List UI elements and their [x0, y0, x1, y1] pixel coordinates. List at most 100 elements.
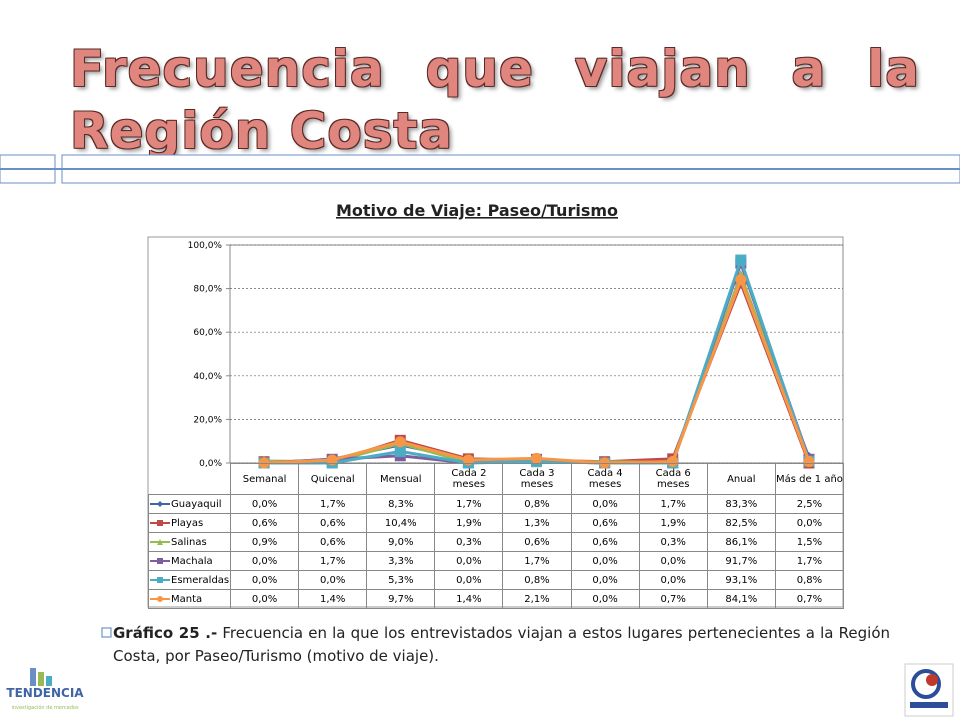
x-tick-label: Cada 2 meses: [434, 463, 504, 495]
value-label: 0,6%: [502, 532, 572, 552]
marker: [735, 254, 747, 266]
legend-key: [150, 500, 170, 507]
value-label: 2,1%: [502, 589, 572, 609]
value-label: 91,7%: [706, 551, 776, 571]
value-label: 0,3%: [638, 532, 708, 552]
logo-left: TENDENCIA investigación de mercados: [6, 668, 84, 711]
logo-right: [904, 663, 954, 717]
value-label: 1,7%: [502, 551, 572, 571]
value-label: 1,4%: [434, 589, 504, 609]
value-label: 0,3%: [434, 532, 504, 552]
y-tick-label: 20,0%: [193, 415, 222, 425]
value-label: 1,9%: [434, 513, 504, 533]
value-label: 1,9%: [638, 513, 708, 533]
legend-cell: Machala: [148, 551, 231, 571]
marker: [157, 538, 163, 545]
series-row: Machala 0,0% 1,7% 3,3% 0,0% 1,7% 0,0% 0,0% 91,7%…: [148, 551, 844, 571]
value-label: 0,0%: [434, 570, 504, 590]
chart-title: Motivo de Viaje: Paseo/Turismo: [336, 201, 618, 220]
value-label: 0,0%: [434, 551, 504, 571]
x-tick-label: Quicenal: [298, 463, 368, 495]
value-label: 0,0%: [774, 513, 844, 533]
value-label: 0,8%: [774, 570, 844, 590]
value-label: 1,3%: [502, 513, 572, 533]
value-label: 0,7%: [774, 589, 844, 609]
value-label: 0,6%: [570, 513, 640, 533]
legend-cell: Guayaquil: [148, 494, 231, 514]
value-label: 1,7%: [774, 551, 844, 571]
series-row: Esmeraldas 0,0% 0,0% 5,3% 0,0% 0,8% 0,0% 0,0% 93…: [148, 570, 844, 590]
value-label: 0,8%: [502, 494, 572, 514]
value-label: 0,0%: [638, 551, 708, 571]
value-label: 1,5%: [774, 532, 844, 552]
legend-label: Machala: [171, 555, 213, 567]
series-line: [263, 258, 811, 465]
value-label: 82,5%: [706, 513, 776, 533]
value-label: 1,7%: [298, 494, 368, 514]
value-label: 0,9%: [229, 532, 300, 552]
value-label: 0,0%: [570, 494, 640, 514]
legend-cell: Salinas: [148, 532, 231, 552]
marker: [157, 557, 163, 564]
logo-tagline: investigación de mercados: [11, 704, 79, 711]
value-label: 0,0%: [570, 551, 640, 571]
value-label: 0,0%: [638, 570, 708, 590]
value-label: 10,4%: [366, 513, 436, 533]
legend-key: [150, 557, 170, 564]
x-tick-label: Más de 1 año: [774, 463, 844, 495]
x-tick-label: Cada 3 meses: [502, 463, 572, 495]
y-tick-label: 80,0%: [193, 285, 222, 295]
value-label: 0,0%: [570, 570, 640, 590]
legend-key: [150, 576, 170, 583]
bullet: [101, 627, 112, 638]
value-label: 1,7%: [434, 494, 504, 514]
value-label: 1,4%: [298, 589, 368, 609]
value-label: 0,6%: [298, 532, 368, 552]
marker: [157, 595, 163, 602]
value-label: 0,0%: [570, 589, 640, 609]
header-row: Semanal Quicenal Mensual Cada 2 meses Cada 3…: [149, 463, 844, 495]
value-label: 83,3%: [706, 494, 776, 514]
value-label: 0,0%: [229, 589, 300, 609]
series-row: Guayaquil 0,0% 1,7% 8,3% 1,7% 0,8% 0,0% 1,7% 83,…: [148, 494, 844, 514]
x-tick-label: Cada 4 meses: [570, 463, 640, 495]
x-tick-label: Mensual: [366, 463, 436, 495]
value-label: 0,6%: [229, 513, 300, 533]
value-label: 1,7%: [638, 494, 708, 514]
value-label: 5,3%: [366, 570, 436, 590]
value-label: 86,1%: [706, 532, 776, 552]
caption: Gráfico 25 .- Frecuencia en la que los e…: [113, 622, 890, 668]
marker: [394, 445, 406, 457]
value-label: 1,7%: [298, 551, 368, 571]
marker: [394, 436, 406, 448]
value-label: 84,1%: [706, 589, 776, 609]
legend-label: Guayaquil: [171, 498, 222, 510]
legend-label: Salinas: [171, 536, 207, 548]
value-label: 0,7%: [638, 589, 708, 609]
data-table: Semanal Quicenal Mensual Cada 2 meses Cada 3…: [148, 463, 844, 609]
marker: [531, 452, 542, 464]
value-label: 93,1%: [706, 570, 776, 590]
value-label: 9,7%: [366, 589, 436, 609]
series-row: Manta 0,0% 1,4% 9,7% 1,4% 2,1% 0,0% 0,7% 84,1% 0,…: [148, 589, 844, 609]
series-row: Playas 0,6% 0,6% 10,4% 1,9% 1,3% 0,6% 1,9% 82,5%…: [148, 513, 844, 533]
corner-cell: [149, 464, 231, 495]
legend-key: [150, 538, 170, 545]
value-label: 0,6%: [570, 532, 640, 552]
value-label: 0,0%: [298, 570, 368, 590]
x-tick-label: Anual: [706, 463, 776, 495]
value-label: 0,6%: [298, 513, 368, 533]
value-label: 0,0%: [229, 494, 300, 514]
x-tick-label: Semanal: [229, 463, 300, 495]
marker: [157, 500, 163, 507]
legend-key: [150, 519, 170, 526]
marker: [326, 454, 338, 466]
logo-name: TENDENCIA: [6, 686, 84, 700]
legend-label: Playas: [171, 517, 204, 529]
value-label: 0,0%: [229, 551, 300, 571]
slide-title: Frecuencia que viajan a la Región Costa: [70, 40, 920, 160]
series-row: Salinas 0,9% 0,6% 9,0% 0,3% 0,6% 0,6% 0,3% 86,1%…: [148, 532, 844, 552]
plot-area: [229, 244, 844, 464]
legend-label: Esmeraldas: [171, 574, 230, 586]
